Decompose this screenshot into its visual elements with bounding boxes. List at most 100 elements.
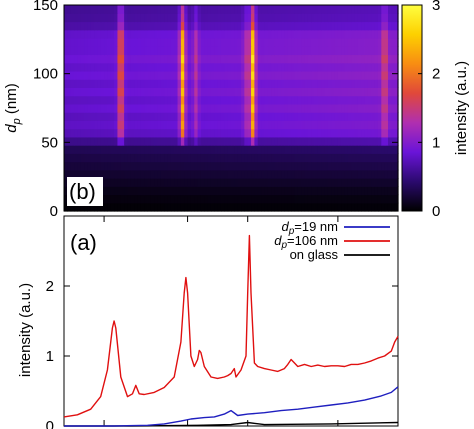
heatmap-cell: [117, 5, 122, 14]
heatmap-cell: [391, 13, 396, 23]
heatmap-cell: [244, 202, 249, 212]
heatmap-cell: [391, 169, 396, 179]
heatmap-cell: [344, 178, 349, 187]
heatmap-cell: [97, 161, 102, 171]
heatmap-cell: [157, 5, 162, 14]
heatmap-cell: [210, 153, 215, 163]
heatmap-cell: [227, 103, 232, 113]
heatmap-cell: [254, 21, 259, 31]
heatmap-cell: [247, 37, 252, 47]
heatmap-cell: [244, 62, 249, 72]
heatmap-cell: [174, 169, 179, 179]
heatmap-cell: [77, 13, 82, 23]
heatmap-cell: [281, 95, 286, 105]
heatmap-cell: [87, 103, 92, 113]
heatmap-cell: [251, 62, 255, 72]
heatmap-cell: [204, 95, 209, 105]
heatmap-cell: [234, 153, 239, 163]
heatmap-cell: [187, 79, 192, 88]
heatmap-cell: [150, 103, 155, 113]
heatmap-cell: [307, 112, 312, 121]
heatmap-cell: [114, 62, 119, 72]
heatmap-cell: [301, 87, 306, 97]
heatmap-cell: [391, 95, 396, 105]
heatmap-cell: [64, 5, 68, 14]
heatmap-cell: [257, 136, 262, 146]
heatmap-cell: [177, 112, 182, 121]
heatmap-cell: [244, 21, 249, 31]
heatmap-cell: [167, 194, 172, 204]
heatmap-cell: [247, 95, 252, 105]
heatmap-cell: [94, 21, 98, 31]
heatmap-cell: [254, 194, 259, 204]
heatmap-cell: [127, 5, 132, 14]
heatmap-cell: [210, 54, 215, 64]
heatmap-cell: [107, 103, 112, 113]
heatmap-cell: [361, 29, 366, 39]
heatmap-cell: [217, 79, 222, 88]
heatmap-cell: [224, 79, 229, 88]
heatmap-cell: [271, 70, 276, 80]
heatmap-cell: [150, 161, 155, 171]
heatmap-cell: [144, 153, 149, 163]
heatmap-cell: [331, 103, 336, 113]
heatmap-cell: [164, 178, 169, 187]
heatmap-cell: [224, 145, 229, 154]
heatmap-cell: [337, 169, 342, 179]
heatmap-cell: [234, 169, 239, 179]
heatmap-cell: [304, 120, 309, 130]
heatmap-cell: [97, 128, 102, 138]
heatmap-cell: [311, 5, 316, 14]
heatmap-cell: [334, 112, 339, 121]
heatmap-cell: [80, 145, 85, 154]
heatmap-cell: [77, 153, 82, 163]
heatmap-cell: [274, 136, 279, 146]
heatmap-cell: [314, 95, 319, 105]
heatmap-cell: [130, 186, 135, 196]
heatmap-cell: [394, 95, 399, 105]
heatmap-cell: [271, 79, 276, 88]
heatmap-cell: [291, 145, 296, 154]
heatmap-cell: [130, 161, 135, 171]
heatmap-cell: [357, 70, 362, 80]
heatmap-cell: [67, 70, 72, 80]
heatmap-cell: [90, 161, 95, 171]
colorbar-tick-label: 3: [432, 0, 440, 14]
heatmap-cell: [80, 5, 85, 14]
heatmap-cell: [271, 95, 276, 105]
heatmap-cell: [381, 62, 386, 72]
heatmap-cell: [137, 120, 142, 130]
heatmap-cell: [324, 186, 329, 196]
heatmap-cell: [114, 13, 119, 23]
heatmap-cell: [344, 202, 349, 212]
heatmap-cell: [351, 87, 356, 97]
heatmap-cell: [317, 186, 322, 196]
heatmap-cell: [147, 136, 152, 146]
heatmap-cell: [217, 145, 222, 154]
heatmap-cell: [304, 103, 309, 113]
heatmap-cell: [210, 13, 215, 23]
heatmap-cell: [297, 95, 302, 105]
heatmap-cell: [170, 161, 175, 171]
heatmap-cell: [351, 103, 356, 113]
heatmap-cell: [114, 79, 119, 88]
heatmap-cell: [224, 5, 229, 14]
heatmap-cell: [174, 46, 179, 56]
heatmap-cell: [157, 120, 162, 130]
heatmap-cell: [87, 161, 92, 171]
heatmap-cell: [187, 5, 192, 14]
heatmap-cell: [77, 161, 82, 171]
heatmap-cell: [277, 169, 282, 179]
heatmap-cell: [227, 21, 232, 31]
heatmap-cell: [160, 136, 165, 146]
heatmap-cell: [97, 21, 102, 31]
heatmap-cell: [251, 186, 255, 196]
heatmap-cell: [207, 95, 212, 105]
heatmap-cell: [137, 194, 142, 204]
heatmap-cell: [224, 62, 229, 72]
heatmap-cell: [267, 70, 272, 80]
heatmap-cell: [87, 112, 92, 121]
heatmap-cell: [374, 54, 379, 64]
heatmap-cell: [367, 5, 372, 14]
heatmap-cell: [174, 13, 179, 23]
